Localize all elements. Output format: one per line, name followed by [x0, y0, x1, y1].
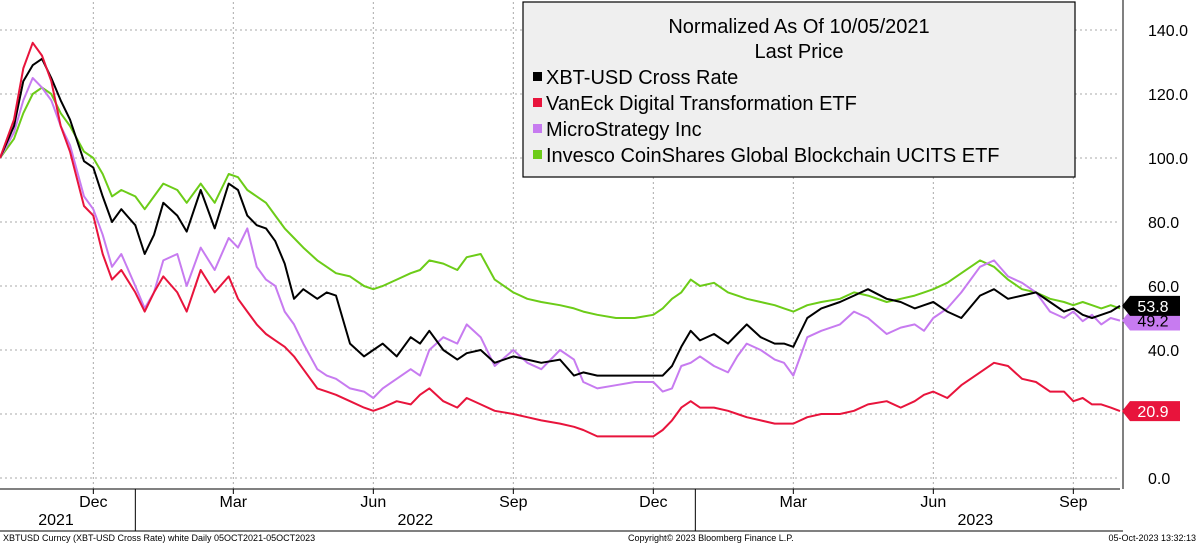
series-line	[0, 86, 1121, 319]
legend-label: Invesco CoinShares Global Blockchain UCI…	[546, 145, 1000, 167]
x-tick-label: Dec	[639, 494, 667, 511]
y-tick-label: 40.0	[1148, 343, 1179, 360]
series-line	[0, 77, 1121, 399]
x-tick-label: Sep	[1059, 494, 1088, 511]
x-tick-label: Jun	[920, 494, 946, 511]
last-value-label: 49.2	[1137, 314, 1168, 331]
last-value-label: 53.8	[1137, 299, 1168, 316]
last-value-badge	[1122, 295, 1180, 316]
y-tick-label: 140.0	[1148, 23, 1188, 40]
series-line	[0, 41, 1121, 438]
chart-subtitle: Last Price	[755, 41, 844, 63]
legend-items: XBT-USD Cross Rate VanEck Digital Transfo…	[533, 67, 1000, 167]
x-tick-label: Dec	[79, 494, 107, 511]
last-value-badge	[1122, 401, 1180, 422]
year-label: 2021	[38, 512, 74, 529]
footer: XBTUSD Curncy (XBT-USD Cross Rate) white…	[3, 533, 1196, 543]
y-tick-label: 60.0	[1148, 279, 1179, 296]
x-tick-label: Jun	[360, 494, 386, 511]
last-value-badges: 49.253.8 20.9	[1122, 295, 1180, 422]
axis-layer: 0.020.040.060.080.0100.0120.0140.0DecMar…	[0, 0, 1188, 532]
series-line	[0, 57, 1121, 377]
legend-swatch	[533, 150, 542, 159]
legend-box	[522, 1, 1076, 178]
legend-label: VanEck Digital Transformation ETF	[546, 93, 857, 115]
y-tick-label: 120.0	[1148, 87, 1188, 104]
footer-right: 05-Oct-2023 13:32:13	[1108, 533, 1196, 543]
x-tick-label: Mar	[220, 494, 248, 511]
legend-swatch	[533, 72, 542, 81]
x-tick-label: Mar	[780, 494, 808, 511]
x-tick-label: Sep	[499, 494, 528, 511]
year-label: 2023	[958, 512, 994, 529]
legend-label: XBT-USD Cross Rate	[546, 67, 738, 89]
legend-swatch	[533, 98, 542, 107]
legend-label: MicroStrategy Inc	[546, 119, 702, 141]
y-tick-label: 80.0	[1148, 215, 1179, 232]
chart-title: Normalized As Of 10/05/2021	[668, 16, 929, 38]
last-value-label: 20.9	[1137, 404, 1168, 421]
series-layer	[0, 41, 1121, 438]
y-tick-label: 0.0	[1148, 471, 1170, 488]
legend-swatch	[533, 124, 542, 133]
footer-center: Copyright© 2023 Bloomberg Finance L.P.	[628, 533, 794, 543]
y-tick-label: 100.0	[1148, 151, 1188, 168]
footer-left: XBTUSD Curncy (XBT-USD Cross Rate) white…	[3, 533, 315, 543]
year-label: 2022	[398, 512, 434, 529]
legend: Normalized As Of 10/05/2021 Last Price X…	[522, 1, 1076, 178]
